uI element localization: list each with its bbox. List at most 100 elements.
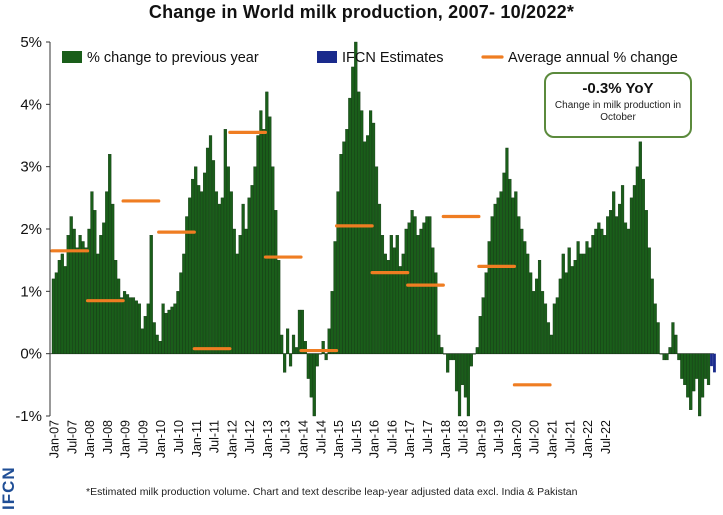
footnote: *Estimated milk production volume. Chart… <box>86 486 578 498</box>
bar <box>674 334 678 354</box>
bar <box>529 272 533 354</box>
bar <box>125 294 130 354</box>
bar <box>96 253 100 354</box>
bar <box>253 166 257 354</box>
bar <box>235 253 239 354</box>
x-tick-label: Jul-09 <box>136 420 150 454</box>
bar <box>226 166 230 354</box>
bar <box>297 309 302 354</box>
bar <box>217 203 221 354</box>
bar <box>274 210 278 354</box>
bar <box>333 241 337 354</box>
x-tick: Jul-10 <box>172 420 186 454</box>
x-tick: Jul-20 <box>528 420 542 454</box>
bar <box>137 303 141 354</box>
x-tick-label: Jul-12 <box>243 420 257 454</box>
x-tick-label: Jan-16 <box>368 420 382 458</box>
x-tick-label: Jan-07 <box>47 420 61 458</box>
bar <box>283 353 287 373</box>
x-tick: Jul-15 <box>350 420 364 454</box>
bar <box>315 353 319 367</box>
bar <box>131 297 136 354</box>
x-tick-label: Jul-19 <box>492 420 506 454</box>
bar <box>146 303 150 354</box>
bar <box>105 191 109 354</box>
bar <box>286 328 290 354</box>
bar <box>99 235 103 354</box>
bar <box>591 235 595 354</box>
bar <box>561 253 565 354</box>
y-tick-label: 0% <box>20 346 42 363</box>
bar <box>431 247 435 354</box>
bar <box>244 228 248 354</box>
bar <box>194 166 198 354</box>
bar <box>182 253 186 354</box>
bar <box>573 259 577 354</box>
bar <box>555 297 559 354</box>
x-tick-label: Jul-14 <box>314 420 328 454</box>
bar <box>158 341 162 354</box>
bar <box>173 303 177 354</box>
x-tick: Jan-17 <box>403 420 417 458</box>
bar <box>395 235 399 354</box>
legend-swatch <box>62 51 82 63</box>
bar <box>117 278 121 354</box>
bar <box>695 353 699 379</box>
x-tick-label: Jan-15 <box>332 420 346 458</box>
x-tick-label: Jul-11 <box>208 420 222 453</box>
bar <box>271 166 275 354</box>
x-tick: Jul-21 <box>563 420 577 454</box>
bar <box>60 253 64 354</box>
bar <box>490 216 494 354</box>
x-tick: Jan-19 <box>474 420 488 458</box>
bar <box>203 172 207 354</box>
brand-logo: IFCN <box>0 466 18 510</box>
bar <box>149 235 153 354</box>
x-tick: Jan-21 <box>545 420 559 458</box>
callout-box: -0.3% YoY Change in milk production in O… <box>544 72 692 138</box>
bar <box>446 353 450 373</box>
bar <box>57 259 61 354</box>
bar <box>706 353 711 386</box>
x-tick: Jan-14 <box>296 420 310 458</box>
x-tick: Jan-07 <box>47 420 61 458</box>
bar <box>641 178 645 354</box>
bar <box>90 191 94 354</box>
bar <box>650 278 654 354</box>
bar <box>176 291 180 354</box>
x-tick: Jul-12 <box>243 420 257 454</box>
bar <box>612 191 616 354</box>
bar <box>484 272 488 354</box>
bar <box>493 203 497 354</box>
bar <box>689 353 693 410</box>
x-tick-label: Jan-12 <box>225 420 239 458</box>
bar <box>653 303 657 354</box>
bar <box>342 141 346 354</box>
x-tick-label: Jul-17 <box>421 420 435 454</box>
bar <box>520 228 524 354</box>
bar <box>564 272 568 354</box>
bar <box>321 341 325 354</box>
legend-label: IFCN Estimates <box>342 50 444 66</box>
bar <box>505 147 509 354</box>
x-tick: Jul-16 <box>385 420 399 454</box>
bar <box>262 129 266 354</box>
x-tick: Jan-08 <box>83 420 97 458</box>
bar <box>440 347 444 354</box>
bar <box>75 247 79 354</box>
x-tick: Jan-16 <box>368 420 382 458</box>
bar <box>238 235 242 354</box>
y-tick-label: 5% <box>20 34 42 51</box>
bar <box>360 110 364 354</box>
bar <box>374 166 379 354</box>
x-tick: Jan-22 <box>581 420 595 458</box>
bar <box>241 203 245 354</box>
bar <box>78 235 82 354</box>
bar <box>603 235 607 354</box>
bar <box>665 353 669 361</box>
x-tick: Jul-14 <box>314 420 328 454</box>
bar <box>419 228 423 354</box>
bar <box>683 353 687 386</box>
y-tick-label: 2% <box>20 221 42 238</box>
